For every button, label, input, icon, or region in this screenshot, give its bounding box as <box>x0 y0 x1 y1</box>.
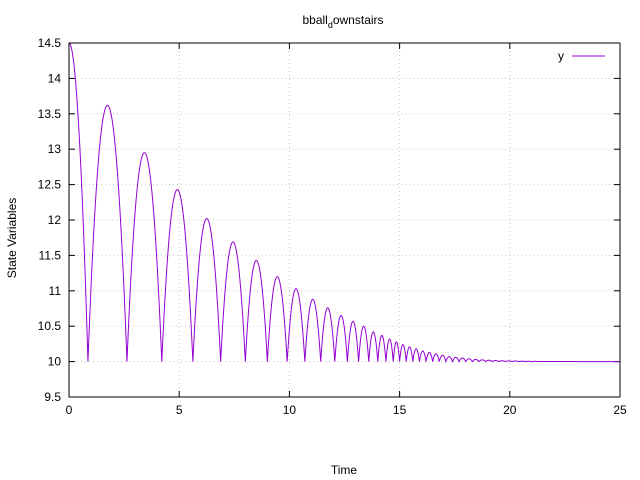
x-tick-label: 0 <box>66 403 73 417</box>
x-axis-label: Time <box>331 463 358 477</box>
y-tick-label: 10.5 <box>38 319 62 333</box>
title-suffix: ownstairs <box>333 13 384 27</box>
title-main: bball <box>302 13 327 27</box>
y-tick-label: 9.5 <box>44 390 61 404</box>
x-tick-label: 10 <box>283 403 297 417</box>
x-tick-label: 5 <box>176 403 183 417</box>
title-subscript: d <box>328 20 333 30</box>
legend-label: y <box>558 49 564 63</box>
y-tick-label: 12.5 <box>38 178 62 192</box>
series-line-y <box>68 42 620 364</box>
chart-title: bballdownstairs <box>302 13 383 30</box>
legend: y <box>558 49 605 63</box>
y-tick-label: 10 <box>48 355 62 369</box>
x-tick-label: 20 <box>503 403 517 417</box>
plot-frame <box>68 42 621 398</box>
y-tick-label: 11 <box>49 284 62 298</box>
x-tick-label: 25 <box>613 403 627 417</box>
y-tick-label: 14 <box>48 71 62 85</box>
y-tick-label: 13.5 <box>38 107 62 121</box>
y-axis-label: State Variables <box>5 198 19 279</box>
x-tick-label: 15 <box>393 403 407 417</box>
y-tick-label: 13 <box>48 142 62 156</box>
y-tick-label: 12 <box>48 213 62 227</box>
series-layer <box>68 42 620 364</box>
grid <box>69 43 620 397</box>
axis-ticks: 0 5 10 15 20 25 9.5 10 10.5 11 11.5 12 12.5 13 13.5 14 1… <box>38 36 627 417</box>
y-tick-label: 14.5 <box>38 36 62 50</box>
y-tick-label: 11.5 <box>39 248 62 262</box>
